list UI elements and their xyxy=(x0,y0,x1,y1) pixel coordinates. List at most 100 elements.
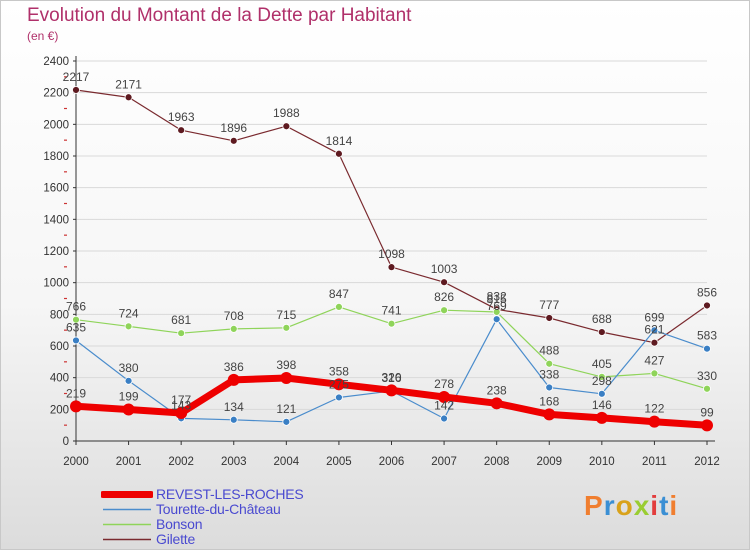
data-label-tourette-du-ch-teau-2006: 316 xyxy=(381,371,401,385)
legend-swatch-gilette xyxy=(103,538,151,541)
point-gilette-2001 xyxy=(124,93,133,102)
x-tick-label: 2003 xyxy=(221,456,247,468)
point-revest-les-roches-2004 xyxy=(280,371,293,384)
data-label-tourette-du-ch-teau-2010: 298 xyxy=(592,374,612,388)
data-labels: 2217 2171 1963 1896 1988 1814 1098 1003 832 777 68… xyxy=(63,70,718,419)
logo-letter: i xyxy=(650,490,660,521)
y-tick-label: 600 xyxy=(50,341,69,353)
point-revest-les-roches-2009 xyxy=(543,408,556,421)
legend-swatch-revest xyxy=(101,491,153,498)
data-label-gilette-2012: 856 xyxy=(697,285,717,299)
legend-swatch-tourette xyxy=(103,508,151,511)
data-label-bonson-2001: 724 xyxy=(119,306,139,320)
logo-letter: t xyxy=(659,490,670,521)
data-label-gilette-2009: 777 xyxy=(539,298,559,312)
chart-subtitle: (en €) xyxy=(27,29,59,43)
data-label-revest-les-roches-2000: 219 xyxy=(66,386,86,400)
point-revest-les-roches-2007 xyxy=(438,390,451,403)
point-revest-les-roches-2010 xyxy=(595,411,608,424)
data-label-tourette-du-ch-teau-2000: 635 xyxy=(66,320,86,334)
data-label-bonson-2005: 847 xyxy=(329,287,349,301)
data-label-gilette-2000: 2217 xyxy=(63,70,90,84)
point-revest-les-roches-2003 xyxy=(227,373,240,386)
point-tourette-du-ch-teau-2005 xyxy=(335,393,343,402)
data-label-bonson-2006: 741 xyxy=(381,304,401,318)
point-bonson-2000 xyxy=(72,315,80,324)
legend-label-bonson: Bonson xyxy=(156,516,203,532)
y-tick-label: 0 xyxy=(63,436,69,448)
data-label-bonson-2010: 405 xyxy=(592,357,612,371)
x-tick-label: 2012 xyxy=(694,456,720,468)
y-tick-label: 200 xyxy=(50,404,69,416)
point-bonson-2011 xyxy=(650,369,659,378)
y-tick-label: 1200 xyxy=(43,246,69,258)
x-tick-label: 2000 xyxy=(63,456,89,468)
y-tick-label: 2000 xyxy=(43,119,69,131)
point-gilette-2002 xyxy=(177,126,186,135)
data-label-gilette-2011: 621 xyxy=(644,323,664,337)
point-gilette-2011 xyxy=(650,338,659,347)
data-label-revest-les-roches-2004: 398 xyxy=(276,358,296,372)
x-tick-label: 2009 xyxy=(536,456,562,468)
point-revest-les-roches-2011 xyxy=(648,415,661,428)
logo-letter: x xyxy=(633,490,651,521)
point-gilette-2000 xyxy=(72,86,80,94)
data-label-revest-les-roches-2002: 177 xyxy=(171,393,191,407)
logo-letter: o xyxy=(615,490,634,521)
point-revest-les-roches-2006 xyxy=(385,384,398,397)
y-tick-label: 1400 xyxy=(43,214,69,226)
point-revest-les-roches-2012 xyxy=(701,419,713,432)
point-bonson-2004 xyxy=(282,323,291,332)
data-label-revest-les-roches-2003: 386 xyxy=(224,360,244,374)
data-label-tourette-du-ch-teau-2005: 275 xyxy=(329,377,349,391)
data-label-gilette-2007: 1003 xyxy=(431,262,458,276)
point-tourette-du-ch-teau-2011 xyxy=(650,326,659,335)
point-bonson-2009 xyxy=(545,359,554,368)
point-bonson-2012 xyxy=(703,384,711,393)
point-tourette-du-ch-teau-2001 xyxy=(124,376,133,385)
data-label-bonson-2011: 427 xyxy=(644,353,664,367)
point-tourette-du-ch-teau-2004 xyxy=(282,417,291,426)
point-tourette-du-ch-teau-2003 xyxy=(229,415,238,424)
point-tourette-du-ch-teau-2000 xyxy=(72,336,80,345)
point-gilette-2009 xyxy=(545,314,554,322)
point-tourette-du-ch-teau-2009 xyxy=(545,383,554,392)
axes: 0 200 400 600 800 1000 1200 1400 1600 1800 2000 220… xyxy=(43,56,720,468)
data-label-revest-les-roches-2001: 199 xyxy=(119,389,139,403)
x-tick-label: 2006 xyxy=(379,456,405,468)
data-label-gilette-2003: 1896 xyxy=(220,121,247,135)
data-label-bonson-2009: 488 xyxy=(539,344,559,358)
data-label-bonson-2007: 826 xyxy=(434,290,454,304)
data-label-tourette-du-ch-teau-2001: 380 xyxy=(119,361,139,375)
logo-letter: r xyxy=(603,490,616,521)
y-tick-label: 800 xyxy=(50,309,69,321)
point-bonson-2006 xyxy=(387,319,396,328)
point-bonson-2005 xyxy=(335,302,343,311)
data-label-tourette-du-ch-teau-2012: 583 xyxy=(697,329,717,343)
legend-label-revest: REVEST-LES-ROCHES xyxy=(156,486,304,502)
point-gilette-2010 xyxy=(597,328,606,336)
data-label-revest-les-roches-2012: 99 xyxy=(700,405,714,419)
data-label-revest-les-roches-2010: 146 xyxy=(592,398,612,412)
x-tick-label: 2002 xyxy=(168,456,194,468)
x-tick-label: 2004 xyxy=(274,456,300,468)
data-label-revest-les-roches-2007: 278 xyxy=(434,377,454,391)
data-label-revest-les-roches-2011: 122 xyxy=(644,402,664,416)
data-label-gilette-2005: 1814 xyxy=(326,134,353,148)
data-label-bonson-2003: 708 xyxy=(224,309,244,323)
point-gilette-2003 xyxy=(229,136,238,145)
data-label-gilette-2004: 1988 xyxy=(273,106,300,120)
point-gilette-2005 xyxy=(335,149,343,158)
y-tick-label: 1800 xyxy=(43,151,69,163)
point-bonson-2007 xyxy=(440,306,448,315)
data-label-revest-les-roches-2008: 238 xyxy=(487,383,507,397)
point-revest-les-roches-2008 xyxy=(490,397,503,410)
x-tick-label: 2005 xyxy=(326,456,352,468)
proxiti-logo: Proxiti xyxy=(584,490,678,522)
data-label-revest-les-roches-2009: 168 xyxy=(539,394,559,408)
data-label-gilette-2002: 1963 xyxy=(168,110,195,124)
legend-label-gilette: Gilette xyxy=(156,531,196,547)
y-tick-label: 400 xyxy=(50,373,69,385)
logo-letter: i xyxy=(669,490,679,521)
